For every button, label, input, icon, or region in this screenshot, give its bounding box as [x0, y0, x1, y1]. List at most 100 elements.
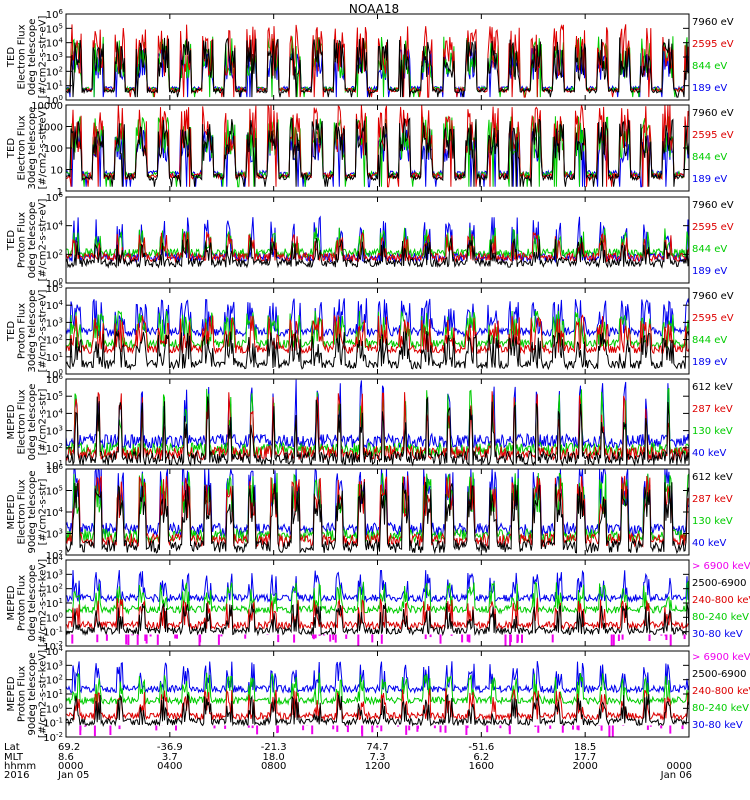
x-tick-label: 6.2 — [473, 752, 489, 763]
x-tick-label: 0000 — [667, 761, 692, 772]
series-189-ev — [65, 117, 690, 187]
series-844-ev — [65, 314, 690, 355]
y-axis-label: MEPEDProton Flux0deg telescope[#/cm2-s-s… — [6, 559, 49, 647]
x-tick-label: Jan 05 — [57, 770, 89, 781]
legend-entry: 80-240 keV — [692, 703, 749, 714]
series-2595-ev — [65, 227, 690, 259]
x-tick-label: 2000 — [572, 761, 597, 772]
x-row-label: 2016 — [4, 770, 29, 781]
legend-entry: 2500-6900 — [692, 669, 747, 680]
legend: 7960 eV 2595 eV 844 eV 189 eV — [692, 291, 734, 368]
y-tick-label: 1000 — [38, 123, 63, 134]
x-tick-label: 18.5 — [574, 742, 596, 753]
x-tick-label: 7.3 — [370, 752, 386, 763]
legend: > 6900 keV 2500-6900 240-800 keV 80-240 keV… — [692, 561, 750, 640]
y-tick-label: 100 — [44, 144, 63, 155]
series-189-ev — [65, 330, 690, 371]
y-axis-label: MEPEDElectron Flux0deg telescope[#/cm2-s… — [6, 384, 49, 461]
x-tick-label: 0000 — [58, 761, 83, 772]
legend-entry: 189 eV — [692, 174, 727, 185]
y-tick-label: 106 — [46, 373, 64, 386]
legend-entry: 612 keV — [692, 472, 733, 483]
legend-entry: 2595 eV — [692, 130, 734, 141]
y-axis-label: TEDElectron Flux30deg telescope[#/cm2-s-… — [6, 106, 49, 189]
x-row-label: hhmm — [4, 761, 36, 772]
x-tick-label: 8.6 — [58, 752, 74, 763]
legend-entry: 844 eV — [692, 152, 727, 163]
legend-entry: > 6900 keV — [692, 652, 750, 663]
y-axis-label: TEDElectron Flux0deg telescope[#/cm2-s-s… — [6, 16, 49, 99]
legend-entry: > 6900 keV — [692, 561, 750, 572]
y-tick-label: 10 — [50, 166, 63, 177]
legend-entry: 30-80 keV — [692, 720, 743, 731]
series-130-kev — [65, 391, 690, 462]
y-tick-label: 1 — [57, 187, 63, 198]
legend-entry: 189 eV — [692, 357, 727, 368]
x-row-label: Lat — [4, 742, 20, 753]
series-240-800-kev — [65, 597, 690, 631]
legend-entry: 80-240 keV — [692, 612, 749, 623]
series-240-800-kev — [66, 688, 690, 722]
legend-entry: 287 keV — [692, 494, 733, 505]
series-612-kev — [65, 379, 690, 450]
y-tick-label: 10000 — [31, 101, 63, 112]
legend: 7960 eV 2595 eV 844 eV 189 eV — [692, 108, 734, 185]
x-row-label: MLT — [4, 752, 24, 763]
x-tick-label: 18.0 — [263, 752, 285, 763]
legend-entry: 844 eV — [692, 335, 727, 346]
series-80-240-kev — [65, 602, 690, 637]
legend-entry: 2595 eV — [692, 313, 734, 324]
legend-entry: 30-80 keV — [692, 629, 743, 640]
series-189-ev — [65, 237, 690, 269]
legend: 7960 eV 2595 eV 844 eV 189 eV — [692, 200, 734, 277]
series--6900-kev — [65, 569, 690, 604]
legend-entry: 40 keV — [692, 538, 726, 549]
y-axis-label: MEPEDElectron Flux90deg telescope[#/cm2-… — [6, 470, 49, 553]
series-844-ev — [65, 231, 690, 264]
legend-entry: 189 eV — [692, 266, 727, 277]
x-tick-label: 0400 — [157, 761, 182, 772]
legend: > 6900 keV 2500-6900 240-800 keV 80-240 keV… — [692, 652, 750, 731]
series-189-ev — [65, 37, 690, 98]
x-tick-label: 3.7 — [162, 752, 178, 763]
series--6900-kev — [65, 661, 690, 695]
legend: 612 keV 287 keV 130 keV 40 keV — [692, 382, 733, 459]
y-tick-label: 106 — [46, 463, 64, 476]
x-tick-label: 17.7 — [574, 752, 596, 763]
legend-entry: 7960 eV — [692, 17, 734, 28]
legend-entry: 844 eV — [692, 61, 727, 72]
x-tick-label: -51.6 — [468, 742, 494, 753]
x-tick-label: 1600 — [469, 761, 494, 772]
y-axis-label: TEDProton Flux0deg telescope[#/cm2-s-str… — [6, 199, 49, 282]
legend-entry: 2595 eV — [692, 39, 734, 50]
legend-entry: 40 keV — [692, 448, 726, 459]
y-axis-label: MEPEDProton Flux90deg telescope[#/cm2-s-… — [6, 650, 49, 738]
x-tick-label: 1200 — [365, 761, 390, 772]
panel-frame — [65, 196, 690, 284]
legend-entry: 130 keV — [692, 426, 733, 437]
x-tick-label: 74.7 — [366, 742, 388, 753]
series-2500-6900 — [65, 580, 690, 615]
legend: 7960 eV 2595 eV 844 eV 189 eV — [692, 17, 734, 94]
legend-entry: 844 eV — [692, 244, 727, 255]
figure-title: NOAA18 — [349, 2, 399, 16]
legend-entry: 240-800 keV — [692, 595, 750, 606]
legend-entry: 2500-6900 — [692, 578, 747, 589]
x-tick-label: -36.9 — [157, 742, 183, 753]
x-tick-label: 0800 — [261, 761, 286, 772]
series-80-240-kev — [65, 693, 690, 727]
legend-entry: 7960 eV — [692, 108, 734, 119]
legend-entry: 2595 eV — [692, 222, 734, 233]
legend-entry: 130 keV — [692, 516, 733, 527]
